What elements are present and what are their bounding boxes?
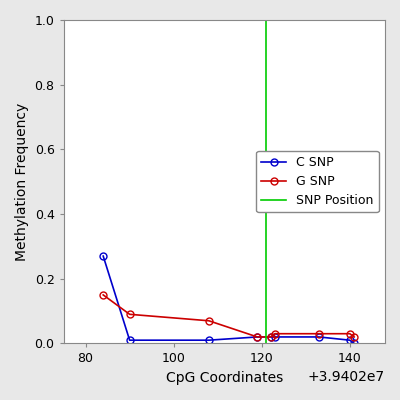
C SNP	[127, 338, 132, 342]
C SNP	[206, 338, 211, 342]
G SNP	[352, 334, 356, 339]
G SNP	[272, 331, 277, 336]
C SNP	[268, 334, 273, 339]
G SNP	[347, 331, 352, 336]
C SNP	[101, 254, 106, 258]
C SNP	[347, 338, 352, 342]
G SNP	[127, 312, 132, 317]
X-axis label: CpG Coordinates: CpG Coordinates	[166, 371, 283, 385]
Line: C SNP: C SNP	[100, 253, 358, 347]
Legend: C SNP, G SNP, SNP Position: C SNP, G SNP, SNP Position	[256, 151, 379, 212]
G SNP	[268, 334, 273, 339]
C SNP	[352, 341, 356, 346]
Line: G SNP: G SNP	[100, 292, 358, 340]
Y-axis label: Methylation Frequency: Methylation Frequency	[15, 102, 29, 261]
C SNP	[272, 334, 277, 339]
C SNP	[316, 334, 321, 339]
G SNP	[206, 318, 211, 323]
C SNP	[255, 334, 260, 339]
G SNP	[101, 292, 106, 297]
G SNP	[255, 334, 260, 339]
G SNP	[316, 331, 321, 336]
